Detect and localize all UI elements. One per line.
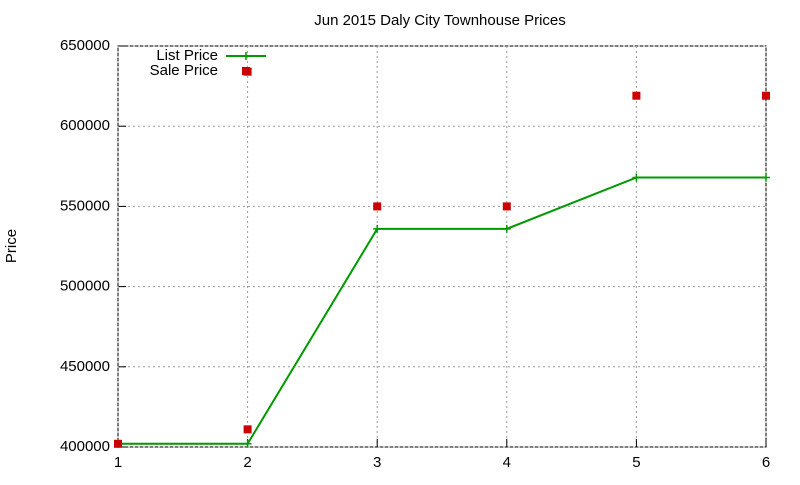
y-tick-label: 450000 bbox=[60, 358, 110, 375]
legend-label: List Price bbox=[156, 47, 218, 64]
y-tick-label: 600000 bbox=[60, 117, 110, 134]
y-tick-label: 500000 bbox=[60, 278, 110, 295]
y-axis-label: Price bbox=[3, 229, 20, 263]
x-tick-label: 4 bbox=[503, 454, 511, 471]
point bbox=[632, 91, 641, 100]
point bbox=[502, 224, 511, 233]
legend-label: Sale Price bbox=[150, 62, 218, 79]
x-tick-label: 3 bbox=[373, 454, 381, 471]
x-tick-label: 6 bbox=[762, 454, 770, 471]
legend-marker bbox=[242, 52, 250, 60]
point bbox=[373, 224, 382, 233]
point bbox=[114, 439, 122, 448]
x-tick-label: 2 bbox=[243, 454, 251, 471]
legend-marker bbox=[242, 67, 250, 75]
y-tick-label: 650000 bbox=[60, 37, 110, 54]
y-tick-label: 400000 bbox=[60, 438, 110, 455]
point bbox=[502, 202, 511, 211]
point bbox=[243, 439, 252, 448]
y-tick-label: 550000 bbox=[60, 197, 110, 214]
chart-title: Jun 2015 Daly City Townhouse Prices bbox=[314, 12, 566, 29]
plot-frame bbox=[117, 45, 767, 448]
x-tick-label: 5 bbox=[632, 454, 640, 471]
point bbox=[762, 91, 770, 100]
x-tick-label: 1 bbox=[114, 454, 122, 471]
point bbox=[373, 202, 382, 211]
point bbox=[762, 173, 770, 182]
series-line bbox=[118, 176, 766, 445]
point bbox=[632, 173, 641, 182]
point bbox=[243, 425, 252, 434]
